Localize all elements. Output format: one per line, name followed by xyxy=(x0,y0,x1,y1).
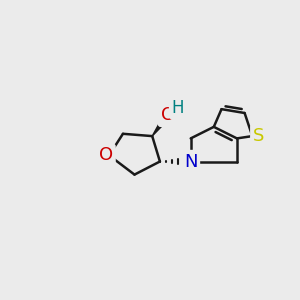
Text: N: N xyxy=(184,152,197,170)
Text: H: H xyxy=(171,99,184,117)
Text: O: O xyxy=(160,106,175,124)
Text: S: S xyxy=(253,127,264,145)
Polygon shape xyxy=(152,113,170,136)
Text: O: O xyxy=(99,146,113,164)
